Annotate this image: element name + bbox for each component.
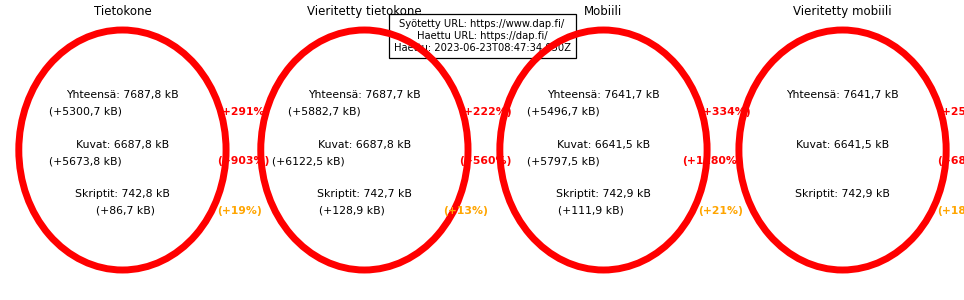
Text: (+13%): (+13%) (443, 206, 488, 216)
Text: Vieritetty mobiili: Vieritetty mobiili (793, 5, 892, 18)
Text: Mobiili: Mobiili (584, 5, 623, 18)
Text: (+21%): (+21%) (698, 206, 743, 216)
Text: Vieritetty tietokone: Vieritetty tietokone (308, 5, 421, 18)
Text: (+903%): (+903%) (217, 156, 270, 166)
Text: (+256%): (+256%) (937, 107, 964, 117)
Text: (+86,7 kB): (+86,7 kB) (96, 206, 158, 216)
Text: (+18%): (+18%) (937, 206, 964, 216)
Text: (+1180%): (+1180%) (683, 156, 742, 166)
Text: Skriptit: 742,9 kB: Skriptit: 742,9 kB (556, 189, 651, 199)
Text: Yhteensä: 7687,8 kB: Yhteensä: 7687,8 kB (67, 90, 178, 100)
Text: (+19%): (+19%) (217, 206, 262, 216)
Text: (+560%): (+560%) (459, 156, 512, 166)
Text: Skriptit: 742,9 kB: Skriptit: 742,9 kB (795, 189, 890, 199)
Text: (+5797,5 kB): (+5797,5 kB) (526, 156, 602, 166)
Text: (+5300,7 kB): (+5300,7 kB) (48, 107, 125, 117)
Text: Tietokone: Tietokone (94, 5, 151, 18)
Text: (+5673,8 kB): (+5673,8 kB) (48, 156, 124, 166)
Text: (+128,9 kB): (+128,9 kB) (319, 206, 388, 216)
Text: Skriptit: 742,8 kB: Skriptit: 742,8 kB (75, 189, 170, 199)
Text: Skriptit: 742,7 kB: Skriptit: 742,7 kB (317, 189, 412, 199)
Text: Yhteensä: 7641,7 kB: Yhteensä: 7641,7 kB (787, 90, 898, 100)
Text: Kuvat: 6687,8 kB: Kuvat: 6687,8 kB (76, 140, 169, 150)
Text: (+111,9 kB): (+111,9 kB) (558, 206, 628, 216)
Text: Yhteensä: 7641,7 kB: Yhteensä: 7641,7 kB (548, 90, 659, 100)
Text: (+5496,7 kB): (+5496,7 kB) (526, 107, 602, 117)
Text: (+5882,7 kB): (+5882,7 kB) (287, 107, 363, 117)
Text: (+687%): (+687%) (937, 156, 964, 166)
Text: Kuvat: 6687,8 kB: Kuvat: 6687,8 kB (318, 140, 411, 150)
Text: (+291%): (+291%) (217, 107, 270, 117)
Text: Kuvat: 6641,5 kB: Kuvat: 6641,5 kB (557, 140, 650, 150)
Text: (+6122,5 kB): (+6122,5 kB) (272, 156, 348, 166)
Text: (+222%): (+222%) (459, 107, 512, 117)
Text: Kuvat: 6641,5 kB: Kuvat: 6641,5 kB (796, 140, 889, 150)
Text: (+334%): (+334%) (698, 107, 751, 117)
Text: Syötetty URL: https://www.dap.fi/
Haettu URL: https://dap.fi/
Haettu: 2023-06-23: Syötetty URL: https://www.dap.fi/ Haettu… (393, 20, 571, 52)
Text: Yhteensä: 7687,7 kB: Yhteensä: 7687,7 kB (308, 90, 420, 100)
